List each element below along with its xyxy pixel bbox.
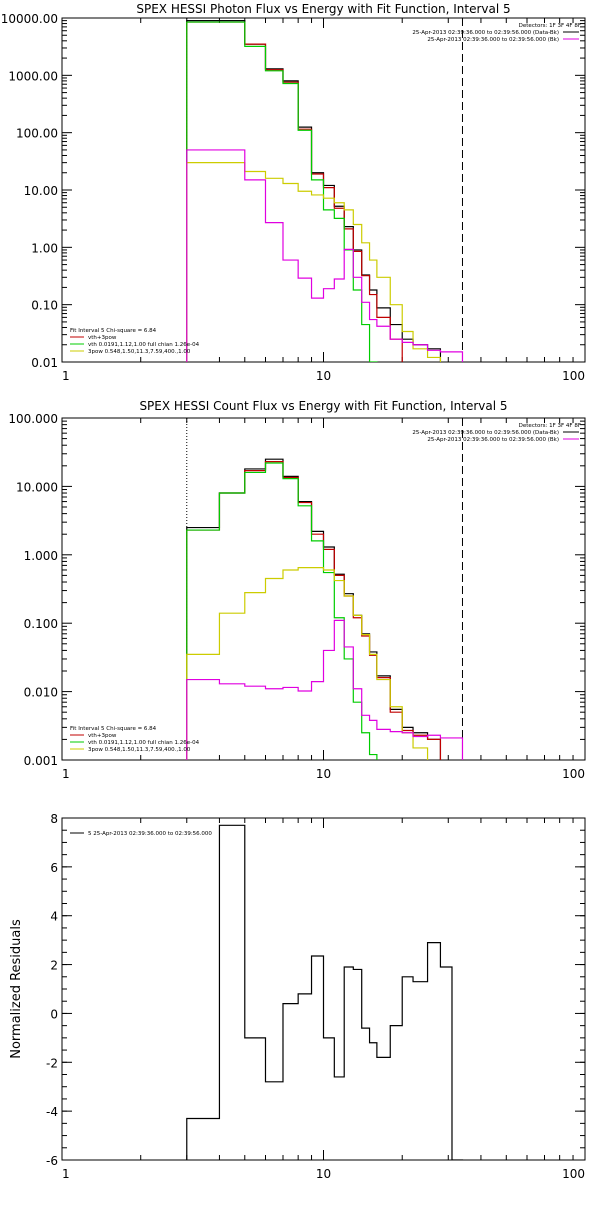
legend-label: 5 25-Apr-2013 02:39:36.000 to 02:39:56.0… — [88, 831, 212, 837]
legend-bottom-label: 3pow 0.548,1.50,11.3,7.59,400.,1.00 — [88, 747, 191, 753]
x-axis: 1 10 100 — [61, 818, 586, 1181]
y-tick-label: 10.000 — [16, 480, 58, 494]
series-vth-3pow — [186, 21, 403, 362]
detectors-label: Detectors: 1F 3F 4F 8F — [519, 23, 581, 29]
y-tick-label: 1.00 — [31, 241, 58, 255]
y-tick-label: 0.10 — [31, 299, 58, 313]
chart-title: SPEX HESSI Photon Flux vs Energy with Fi… — [136, 2, 510, 16]
y-tick-label: 0.01 — [31, 356, 58, 370]
y-tick-label: -4 — [46, 1105, 58, 1119]
x-tick-label: 10 — [316, 1167, 331, 1181]
y-tick-label: 100.000 — [8, 412, 58, 426]
x-tick-label: 100 — [562, 1167, 585, 1181]
y-tick-label: 100.00 — [16, 127, 58, 141]
legend-bottom-label: 3pow 0.548,1.50,11.3,7.59,400.,1.00 — [88, 349, 191, 355]
y-tick-label: 10000.00 — [1, 12, 58, 26]
y-tick-label: 10.00 — [24, 184, 58, 198]
legend-bottom-label: vth 0.0191,1.12,1.00 full chian 1.26e-04 — [88, 740, 200, 746]
y-axis-label: Normalized Residuals — [9, 919, 24, 1059]
legend-top-label: 25-Apr-2013 02:39:36.000 to 02:39:56.000… — [412, 30, 559, 36]
fit-label: Fit Interval 5 Chi-square = 6.84 — [70, 726, 157, 732]
y-axis: 0.01 0.10 1.00 10.00 100.00 1000.00 10000.00 — [1, 12, 585, 370]
x-axis: 1 10 100 — [61, 418, 586, 781]
legend-bottom-label: vth 0.0191,1.12,1.00 full chian 1.26e-04 — [88, 342, 200, 348]
y-axis: 0.001 0.010 0.100 1.000 10.000 100.000 — [8, 412, 585, 768]
detectors-label: Detectors: 1F 3F 4F 8F — [519, 423, 581, 429]
legend-top-label: 25-Apr-2013 02:39:36.000 to 02:39:56.000… — [412, 430, 559, 436]
residuals-chart: 1 10 100 -6 -4 -2 0 2 4 6 8 Normalized Residuals 5 2… — [9, 812, 586, 1181]
series-3pow — [186, 162, 442, 362]
y-tick-label: 6 — [50, 861, 58, 875]
y-tick-label: 2 — [50, 959, 58, 973]
legend-top-label: 25-Apr-2013 02:39:36.000 to 02:39:56.000… — [427, 37, 559, 43]
series-5-25-apr-2013-02-39-36-000-to-02-39-56-000 — [186, 824, 464, 1160]
y-tick-label: -2 — [46, 1056, 58, 1070]
y-tick-label: 0.001 — [24, 754, 58, 768]
x-tick-label: 10 — [316, 767, 331, 781]
x-tick-label: 100 — [562, 767, 585, 781]
x-tick-label: 1 — [62, 767, 70, 781]
y-tick-label: 8 — [50, 812, 58, 826]
y-tick-label: 0 — [50, 1007, 58, 1021]
plot-area — [186, 458, 464, 760]
plot-frame — [61, 417, 586, 761]
y-axis: -6 -4 -2 0 2 4 6 8 — [46, 812, 585, 1168]
x-tick-label: 100 — [562, 369, 585, 383]
y-tick-label: 0.010 — [24, 686, 58, 700]
count-chart: SPEX HESSI Count Flux vs Energy with Fit… — [8, 399, 586, 781]
plot-area — [186, 824, 464, 1160]
series-vth — [186, 21, 378, 362]
y-tick-label: 1000.00 — [8, 69, 58, 83]
plot-area — [186, 20, 464, 362]
x-tick-label: 1 — [62, 369, 70, 383]
y-tick-label: 0.100 — [24, 617, 58, 631]
y-tick-label: -6 — [46, 1154, 58, 1168]
x-tick-label: 10 — [316, 369, 331, 383]
series-bk — [186, 149, 464, 362]
y-tick-label: 1.000 — [24, 549, 58, 563]
series-bk — [186, 619, 464, 760]
x-tick-label: 1 — [62, 1167, 70, 1181]
fit-label: Fit Interval 5 Chi-square = 6.84 — [70, 328, 157, 334]
chart-title: SPEX HESSI Count Flux vs Energy with Fit… — [139, 399, 507, 413]
legend-top-label: 25-Apr-2013 02:39:36.000 to 02:39:56.000… — [427, 437, 559, 443]
series-vth — [186, 462, 378, 760]
y-tick-label: 4 — [50, 910, 58, 924]
legend-bottom-label: vth+3pow — [88, 335, 117, 341]
legend-bottom-label: vth+3pow — [88, 733, 117, 739]
series-3pow — [186, 567, 429, 760]
photon-chart: SPEX HESSI Photon Flux vs Energy with Fi… — [1, 2, 586, 383]
